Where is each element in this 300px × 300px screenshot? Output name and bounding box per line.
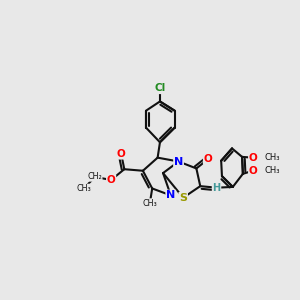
- Text: Cl: Cl: [154, 83, 166, 93]
- Text: CH₃: CH₃: [264, 166, 280, 175]
- Text: O: O: [107, 175, 116, 185]
- Text: N: N: [166, 190, 176, 200]
- Text: O: O: [117, 149, 126, 159]
- Text: H: H: [212, 183, 220, 193]
- Text: N: N: [174, 157, 183, 166]
- Text: CH₃: CH₃: [264, 153, 280, 162]
- Text: CH₂: CH₂: [88, 172, 102, 182]
- Text: CH₃: CH₃: [76, 184, 92, 193]
- Text: CH₃: CH₃: [142, 199, 157, 208]
- Text: O: O: [249, 153, 257, 163]
- Text: S: S: [179, 193, 187, 203]
- Text: O: O: [204, 154, 212, 164]
- Text: O: O: [249, 166, 257, 176]
